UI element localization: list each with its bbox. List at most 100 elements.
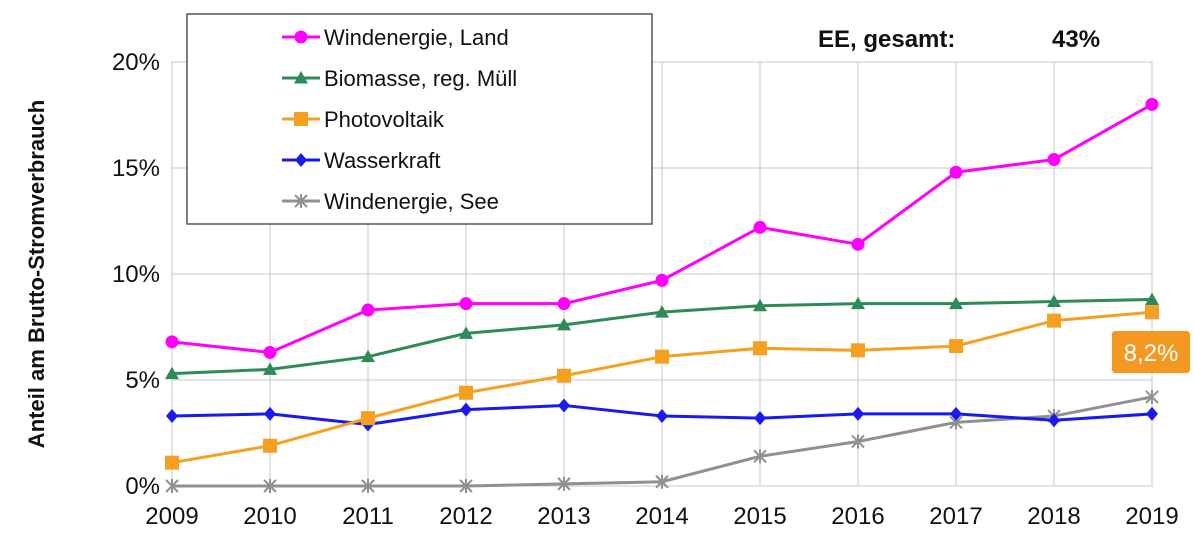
x-tick-label: 2016: [831, 503, 884, 530]
x-tick-label: 2011: [342, 503, 394, 530]
data-point-0-3: [459, 297, 473, 311]
data-point-0-4: [557, 297, 571, 311]
data-point-3-9: [1048, 413, 1060, 428]
legend-entry-4: Windenergie, See: [282, 189, 499, 214]
data-point-4-7: [851, 434, 865, 449]
data-point-3-5: [656, 409, 668, 424]
data-point-1-3: [459, 326, 473, 339]
data-point-1-2: [361, 349, 375, 363]
data-point-2-6: [753, 341, 767, 356]
callout-box: [1112, 331, 1190, 373]
x-tick-label: 2013: [537, 503, 590, 530]
legend-label: Wasserkraft: [324, 148, 441, 173]
legend-entries: Windenergie, Land Biomasse, reg. Müll Phot…: [282, 25, 517, 214]
legend-entry-3: Wasserkraft: [282, 148, 441, 173]
x-tick-label: 2015: [733, 503, 786, 530]
y-tick-label: 10%: [112, 261, 160, 288]
x-tick-label: 2014: [635, 503, 688, 530]
legend-entry-2: Photovoltaik: [282, 107, 445, 132]
data-point-1-4: [557, 317, 571, 331]
data-point-0-8: [949, 165, 963, 179]
legend-label: Windenergie, Land: [324, 25, 509, 50]
y-tick-label: 0%: [125, 473, 160, 500]
data-point-2-9: [1047, 313, 1061, 328]
legend-marker: [294, 112, 308, 126]
data-point-0-2: [361, 303, 375, 317]
data-point-1-6: [753, 298, 767, 312]
legend-label: Windenergie, See: [324, 189, 499, 214]
legend-entry-1: Biomasse, reg. Müll: [282, 66, 517, 91]
series-3: [166, 398, 1158, 432]
x-tick-label: 2010: [243, 503, 296, 530]
data-point-0-7: [851, 237, 865, 251]
y-axis-title: Anteil am Brutto-Stromverbrauch: [24, 100, 49, 448]
data-point-3-10: [1146, 406, 1158, 421]
y-tick-label: 20%: [112, 49, 160, 76]
summary-value: 43%: [1052, 26, 1100, 53]
series-2: [165, 305, 1159, 470]
legend-marker: [294, 194, 308, 208]
x-tick-label: 2012: [439, 503, 492, 530]
callout: 8,2%: [1112, 331, 1190, 373]
data-point-2-5: [655, 349, 669, 364]
legend-marker: [295, 153, 307, 167]
data-point-3-1: [264, 406, 276, 421]
legend-entry-0: Windenergie, Land: [282, 25, 509, 50]
data-point-2-2: [361, 411, 375, 426]
data-point-0-0: [165, 335, 179, 349]
x-tick-label: 2018: [1027, 503, 1080, 530]
data-point-3-7: [852, 406, 864, 421]
data-point-3-8: [950, 406, 962, 421]
data-point-4-6: [753, 449, 767, 464]
callout-label: 8,2%: [1124, 340, 1179, 367]
data-point-4-1: [263, 479, 277, 493]
series-1: [165, 292, 1159, 380]
y-tick-label: 15%: [112, 155, 160, 182]
data-point-2-8: [949, 339, 963, 354]
legend: Windenergie, Land Biomasse, reg. Müll Phot…: [186, 13, 653, 225]
legend-label: Biomasse, reg. Müll: [324, 66, 517, 91]
x-tick-label: 2017: [929, 503, 982, 530]
data-point-1-9: [1047, 294, 1061, 308]
legend-box: [186, 13, 653, 225]
data-point-3-4: [558, 398, 570, 413]
x-tick-labels: 2009 2010 2011 2012 2013 2014 2015 2016 2017 2018…: [145, 503, 1178, 530]
series-lines: [165, 97, 1159, 493]
y-tick-label: 5%: [125, 367, 160, 394]
data-point-3-6: [754, 411, 766, 426]
data-point-1-5: [655, 305, 669, 318]
data-point-4-0: [165, 479, 179, 493]
data-point-4-4: [557, 476, 571, 491]
series-4: [165, 389, 1159, 493]
data-point-1-8: [949, 296, 963, 310]
data-point-2-3: [459, 385, 473, 400]
data-point-4-10: [1145, 389, 1159, 404]
data-point-0-1: [263, 345, 277, 359]
data-point-4-3: [459, 479, 473, 493]
x-tick-label: 2009: [145, 503, 198, 530]
data-point-1-0: [165, 366, 179, 380]
data-point-0-5: [655, 273, 669, 287]
data-point-4-5: [655, 474, 669, 489]
data-point-1-7: [851, 296, 865, 310]
data-point-0-10: [1145, 97, 1159, 111]
data-point-2-4: [557, 368, 571, 383]
data-point-2-10: [1145, 305, 1159, 320]
series-0: [165, 97, 1159, 359]
data-point-3-3: [460, 402, 472, 417]
data-point-1-1: [263, 362, 277, 375]
data-point-0-9: [1047, 153, 1061, 167]
data-point-0-6: [753, 220, 767, 234]
y-tick-labels: 0% 5% 10% 15% 20%: [112, 49, 160, 500]
summary-label: EE, gesamt:: [818, 26, 955, 53]
data-point-2-1: [263, 438, 277, 453]
data-point-3-0: [166, 409, 178, 424]
data-point-4-2: [361, 479, 375, 493]
legend-marker: [294, 30, 308, 44]
data-point-2-0: [165, 455, 179, 470]
data-point-1-10: [1145, 292, 1159, 305]
legend-marker: [294, 71, 308, 84]
data-point-2-7: [851, 343, 865, 358]
